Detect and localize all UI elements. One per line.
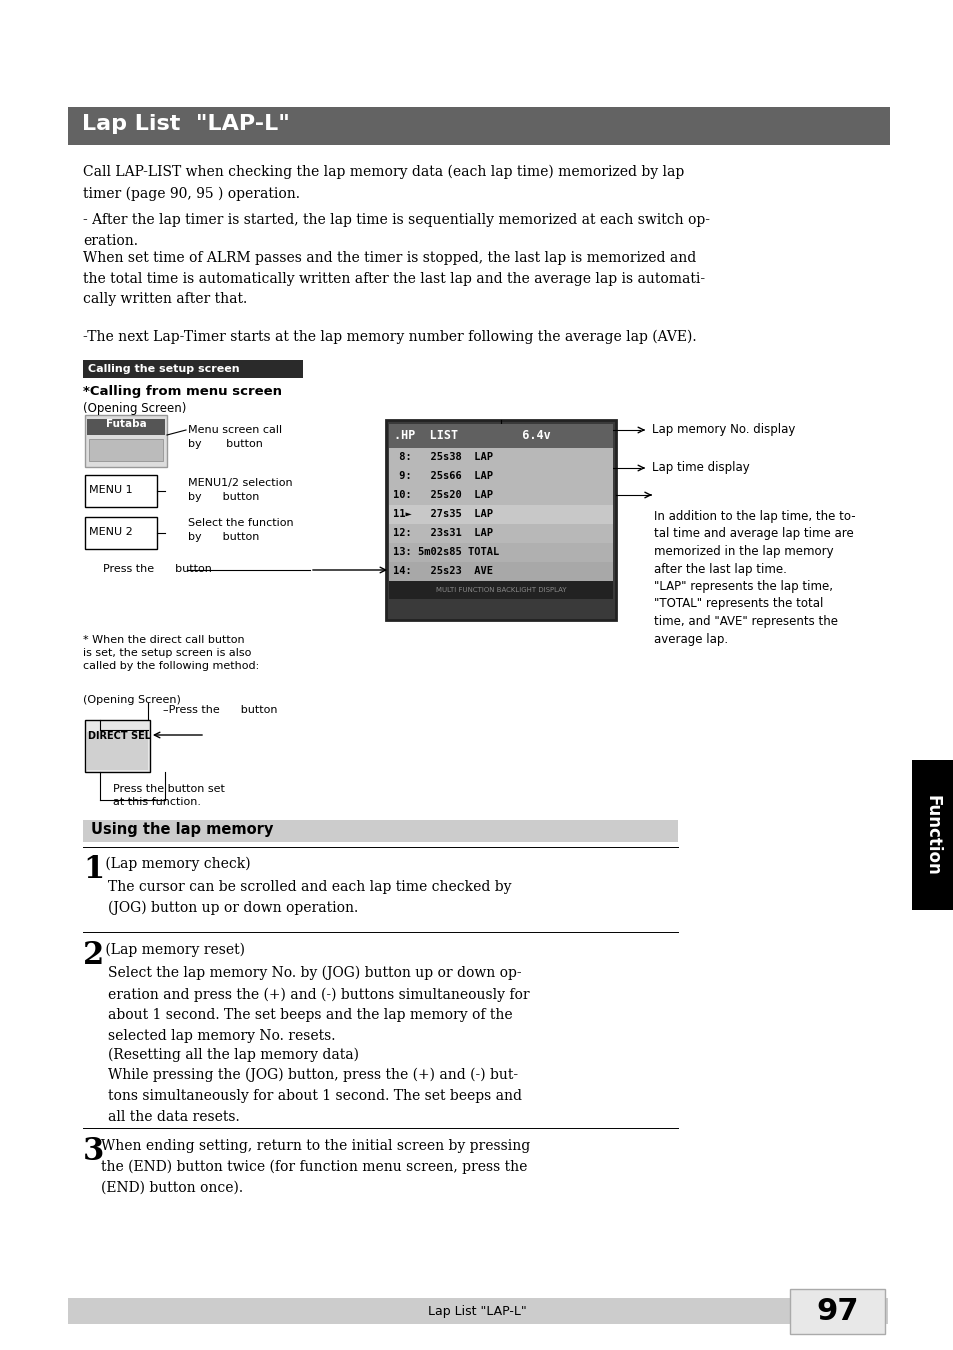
Text: MENU 2: MENU 2 — [89, 526, 132, 537]
Text: MENU 1: MENU 1 — [89, 485, 132, 495]
Text: –Press the      button: –Press the button — [163, 705, 277, 716]
Text: Press the      button: Press the button — [103, 564, 212, 574]
Text: (Resetting all the lap memory data): (Resetting all the lap memory data) — [108, 1048, 358, 1062]
Bar — [389, 524, 613, 543]
Bar — [789, 1289, 884, 1334]
Text: 8:   25s38  LAP: 8: 25s38 LAP — [393, 452, 493, 462]
Bar — [83, 819, 678, 842]
Text: (Lap memory check): (Lap memory check) — [101, 857, 251, 871]
Bar — [389, 467, 613, 486]
Bar — [87, 732, 148, 769]
Text: Futaba: Futaba — [106, 418, 146, 429]
Bar — [389, 448, 613, 467]
Text: 2: 2 — [83, 940, 104, 971]
Bar — [89, 439, 163, 460]
Text: * When the direct call button
is set, the setup screen is also
called by the fol: * When the direct call button is set, th… — [83, 634, 259, 671]
Text: - After the lap timer is started, the lap time is sequentially memorized at each: - After the lap timer is started, the la… — [83, 213, 709, 247]
Text: Select the lap memory No. by (JOG) button up or down op-
eration and press the (: Select the lap memory No. by (JOG) butto… — [108, 967, 529, 1042]
Bar — [389, 486, 613, 505]
Bar — [68, 107, 889, 144]
Bar — [85, 720, 150, 772]
Text: Function: Function — [923, 795, 941, 875]
Bar — [389, 562, 613, 580]
Text: *Calling from menu screen: *Calling from menu screen — [83, 385, 282, 398]
Text: 14:   25s23  AVE: 14: 25s23 AVE — [393, 566, 493, 576]
Text: DIRECT SEL: DIRECT SEL — [88, 730, 151, 741]
Text: Lap List  "LAP-L": Lap List "LAP-L" — [82, 113, 290, 134]
Bar — [68, 1297, 887, 1324]
Text: When set time of ALRM passes and the timer is stopped, the last lap is memorized: When set time of ALRM passes and the tim… — [83, 251, 704, 306]
Text: Call LAP-LIST when checking the lap memory data (each lap time) memorized by lap: Call LAP-LIST when checking the lap memo… — [83, 165, 683, 201]
Text: .HP  LIST         6.4v: .HP LIST 6.4v — [394, 429, 550, 441]
Bar — [389, 580, 613, 599]
Bar — [85, 517, 157, 549]
Text: 9:   25s66  LAP: 9: 25s66 LAP — [393, 471, 493, 481]
Text: MENU1/2 selection
by      button: MENU1/2 selection by button — [188, 478, 293, 502]
Text: Using the lap memory: Using the lap memory — [91, 822, 274, 837]
Text: Calling the setup screen: Calling the setup screen — [88, 364, 239, 374]
Bar — [389, 543, 613, 562]
Text: In addition to the lap time, the to-
tal time and average lap time are
memorized: In addition to the lap time, the to- tal… — [654, 510, 855, 645]
Bar — [83, 360, 303, 378]
Text: 11►   27s35  LAP: 11► 27s35 LAP — [393, 509, 493, 518]
Text: Lap memory No. display: Lap memory No. display — [651, 423, 795, 436]
Text: Lap List "LAP-L": Lap List "LAP-L" — [427, 1304, 526, 1318]
Text: 12:   23s31  LAP: 12: 23s31 LAP — [393, 528, 493, 539]
Text: Menu screen call
by       button: Menu screen call by button — [188, 425, 282, 450]
Bar — [389, 505, 613, 524]
Text: 3: 3 — [83, 1135, 104, 1166]
Text: 97: 97 — [816, 1297, 858, 1326]
Text: 1: 1 — [83, 855, 104, 886]
Text: While pressing the (JOG) button, press the (+) and (-) but-
tons simultaneously : While pressing the (JOG) button, press t… — [108, 1068, 521, 1123]
Bar — [85, 414, 167, 467]
Bar — [389, 424, 613, 448]
Text: Select the function
by      button: Select the function by button — [188, 518, 294, 541]
Text: MULTI FUNCTION BACKLIGHT DISPLAY: MULTI FUNCTION BACKLIGHT DISPLAY — [436, 587, 566, 593]
Text: (Lap memory reset): (Lap memory reset) — [101, 944, 245, 957]
Bar — [911, 760, 953, 910]
Bar — [386, 420, 616, 620]
Text: 10:   25s20  LAP: 10: 25s20 LAP — [393, 490, 493, 500]
Text: (Opening Screen): (Opening Screen) — [83, 402, 186, 414]
Bar — [87, 418, 165, 435]
Text: Press the button set
at this function.: Press the button set at this function. — [112, 784, 225, 807]
Text: When ending setting, return to the initial screen by pressing
the (END) button t: When ending setting, return to the initi… — [101, 1139, 530, 1195]
Bar — [85, 475, 157, 508]
Text: -The next Lap-Timer starts at the lap memory number following the average lap (A: -The next Lap-Timer starts at the lap me… — [83, 329, 696, 344]
Text: The cursor can be scrolled and each lap time checked by
(JOG) button up or down : The cursor can be scrolled and each lap … — [108, 880, 511, 915]
Text: Lap time display: Lap time display — [651, 460, 749, 474]
Text: (Opening Screen): (Opening Screen) — [83, 695, 181, 705]
Text: 13: 5m02s85 TOTAL: 13: 5m02s85 TOTAL — [393, 547, 498, 558]
